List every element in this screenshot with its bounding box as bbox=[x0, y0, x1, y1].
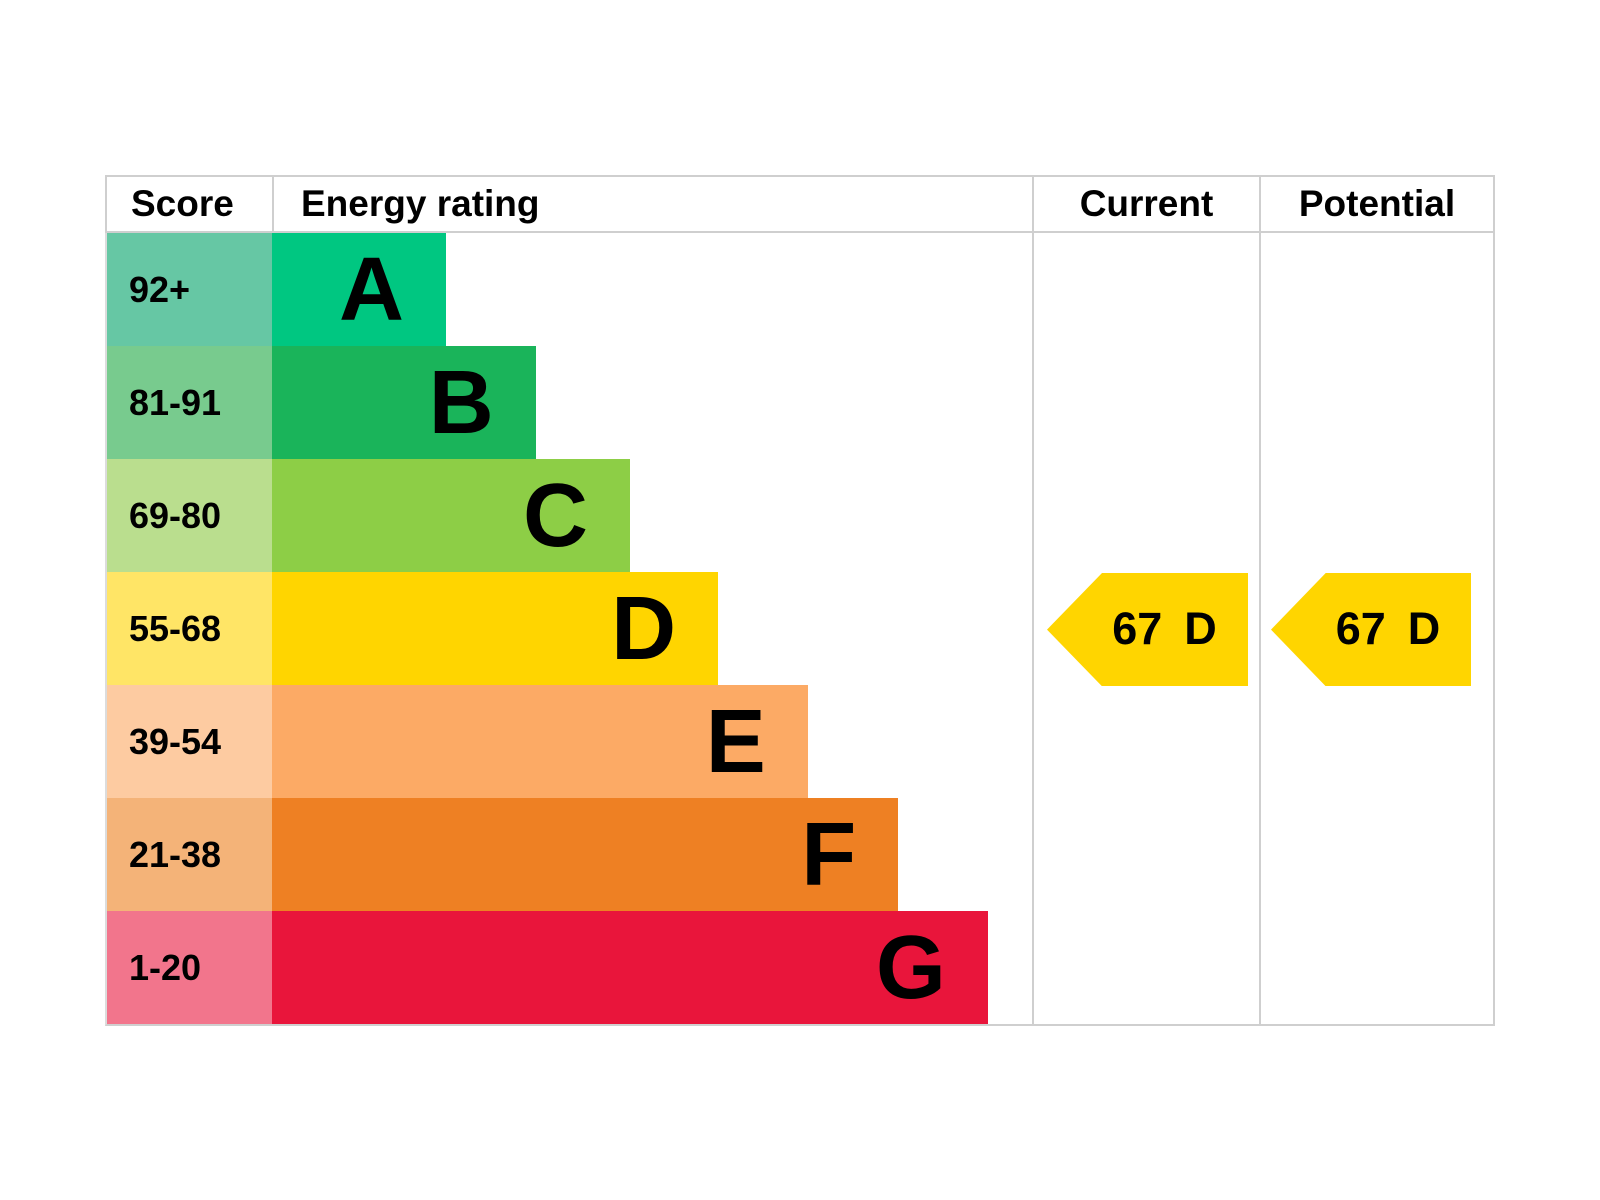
left-arrow-shape bbox=[1271, 572, 1471, 687]
band-letter: F bbox=[801, 804, 857, 905]
band-bar: E bbox=[272, 685, 808, 798]
band-bar: D bbox=[272, 572, 719, 685]
band-score-range: 1-20 bbox=[107, 911, 272, 1024]
band-row: 21-38 F bbox=[107, 798, 1493, 911]
band-score-range: 39-54 bbox=[107, 685, 272, 798]
band-row: 92+ A bbox=[107, 233, 1493, 346]
band-row: 55-68 D bbox=[107, 572, 1493, 685]
potential-rating-letter: D bbox=[1407, 603, 1441, 655]
band-bar: F bbox=[272, 798, 899, 911]
band-row: 81-91 B bbox=[107, 346, 1493, 459]
current-column: 67 D bbox=[1032, 233, 1259, 1024]
potential-rating-label: 67 D bbox=[1271, 573, 1471, 686]
band-rows: 92+ A 81-91 B 69-80 C 55-68 D bbox=[107, 233, 1493, 1024]
current-rating-value: 67 bbox=[1112, 603, 1163, 655]
epc-table: Score Energy rating Current Potential 92… bbox=[105, 175, 1495, 1026]
score-column-header: Score bbox=[105, 175, 272, 233]
band-bar-track: C bbox=[272, 459, 1032, 572]
band-bar: A bbox=[272, 233, 447, 346]
band-bar-track: E bbox=[272, 685, 1032, 798]
band-bar-track: D bbox=[272, 572, 1032, 685]
potential-rating-arrow: 67 D bbox=[1271, 572, 1471, 687]
band-letter: G bbox=[875, 917, 946, 1018]
band-row: 69-80 C bbox=[107, 459, 1493, 572]
band-row: 1-20 G bbox=[107, 911, 1493, 1024]
potential-rating-value: 67 bbox=[1335, 603, 1386, 655]
potential-column-header: Potential bbox=[1259, 175, 1495, 233]
band-score-range: 92+ bbox=[107, 233, 272, 346]
current-rating-label: 67 D bbox=[1047, 573, 1248, 686]
band-letter: B bbox=[428, 352, 494, 453]
band-bar-track: A bbox=[272, 233, 1032, 346]
energy-rating-column-header: Energy rating bbox=[272, 175, 1032, 233]
band-letter: C bbox=[522, 465, 588, 566]
band-score-range: 81-91 bbox=[107, 346, 272, 459]
table-header-row: Score Energy rating Current Potential bbox=[105, 175, 1495, 233]
current-rating-arrow: 67 D bbox=[1047, 572, 1248, 687]
left-arrow-shape bbox=[1047, 572, 1248, 687]
band-letter: D bbox=[611, 578, 677, 679]
band-bar: B bbox=[272, 346, 536, 459]
table-body: 92+ A 81-91 B 69-80 C 55-68 D bbox=[105, 233, 1495, 1026]
band-score-range: 55-68 bbox=[107, 572, 272, 685]
band-score-range: 21-38 bbox=[107, 798, 272, 911]
potential-column: 67 D bbox=[1259, 233, 1491, 1024]
band-bar: C bbox=[272, 459, 630, 572]
band-bar-track: G bbox=[272, 911, 1032, 1024]
band-row: 39-54 E bbox=[107, 685, 1493, 798]
band-bar-track: F bbox=[272, 798, 1032, 911]
band-bar-track: B bbox=[272, 346, 1032, 459]
band-score-range: 69-80 bbox=[107, 459, 272, 572]
current-rating-letter: D bbox=[1184, 603, 1217, 655]
band-letter: E bbox=[705, 691, 766, 792]
band-bar: G bbox=[272, 911, 988, 1024]
band-letter: A bbox=[339, 239, 405, 340]
current-column-header: Current bbox=[1032, 175, 1259, 233]
